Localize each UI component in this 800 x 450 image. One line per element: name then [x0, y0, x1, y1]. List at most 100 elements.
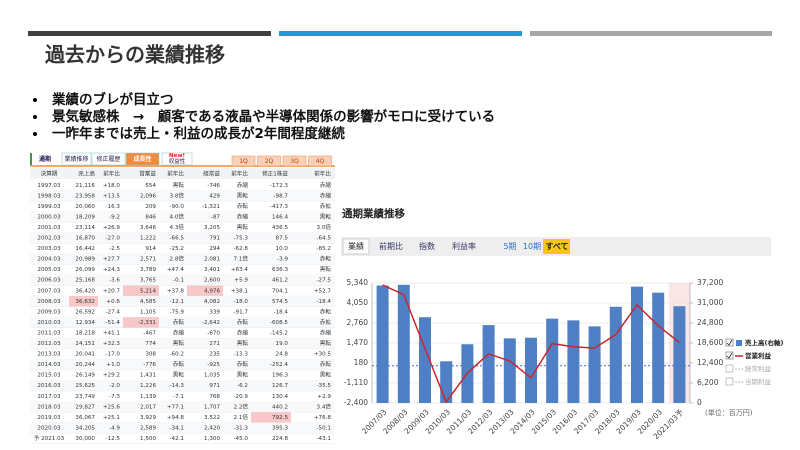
table-cell: 23,114 — [75, 225, 95, 231]
table-cell: -6.2 — [237, 383, 248, 389]
table-cell: -145.2 — [270, 330, 288, 336]
table-cell: 26,099 — [75, 267, 95, 273]
period-cell: 2004.03 — [37, 257, 61, 263]
table-cell: 146.4 — [272, 214, 288, 220]
bar — [525, 337, 537, 403]
table-cell: 23,749 — [75, 394, 95, 400]
legend-check — [726, 352, 733, 359]
table-cell: 21,116 — [75, 183, 95, 189]
table-cell: -75.9 — [170, 309, 185, 315]
table-cell: -34.1 — [170, 425, 185, 431]
tab-label: 通期 — [39, 155, 51, 163]
table-cell: 461.2 — [272, 278, 288, 284]
column-header: 経常益 — [203, 170, 220, 178]
table-cell: 25,625 — [75, 383, 95, 389]
table-cell: 赤縮 — [173, 328, 185, 336]
table-cell: 赤転 — [320, 360, 332, 368]
bullet-dot — [33, 98, 37, 102]
table-cell: 1,105 — [140, 309, 156, 315]
column-header: 前年比 — [314, 170, 331, 178]
table-cell: 1,431 — [140, 373, 156, 379]
legend-check — [726, 339, 733, 346]
bar — [567, 320, 580, 403]
table-cell: 436.5 — [272, 225, 288, 231]
column-header: 決算期 — [41, 170, 58, 178]
table-cell: 黒転 — [173, 182, 185, 189]
bar — [376, 285, 389, 403]
line — [382, 284, 680, 404]
slide-title: 過去からの業績推移 — [45, 43, 225, 67]
table-cell: -417.3 — [270, 204, 288, 210]
table-cell: 768 — [209, 394, 220, 400]
chart-tab — [446, 239, 482, 254]
table-cell: 黒転 — [173, 372, 185, 379]
table-cell: -51.4 — [106, 320, 121, 326]
table-cell: 2,017 — [140, 404, 156, 410]
table-cell: +76.8 — [314, 415, 332, 421]
table-cell: 294 — [209, 246, 220, 252]
chart-title: 通期業績推移 — [342, 207, 405, 220]
chart-tab-label: 前期比 — [379, 241, 403, 251]
bar — [673, 306, 686, 403]
table-cell: +94.8 — [167, 415, 185, 421]
table-cell: 2.8倍 — [170, 255, 185, 263]
table-cell: -27.4 — [106, 309, 121, 315]
quarter-tab-label: 2Q — [265, 158, 274, 165]
table-cell: 黒転 — [237, 192, 249, 199]
table-cell: -50.1 — [317, 425, 332, 431]
table-cell: -7.3 — [109, 394, 120, 400]
table-cell: 4.3倍 — [170, 223, 185, 231]
chart-tab-label: 利益率 — [452, 241, 476, 251]
unit-label: (単位：百万円) — [705, 408, 753, 417]
row-bg — [30, 401, 335, 413]
table-cell: 20,060 — [75, 204, 95, 210]
table-cell: +25.6 — [103, 404, 121, 410]
period-cell: 2014.03 — [37, 362, 61, 368]
y-tick-label: 4,050 — [347, 298, 369, 307]
table-cell: 赤縮 — [320, 181, 332, 189]
table-cell: 20,244 — [75, 362, 95, 368]
chart-tab — [342, 238, 370, 255]
table-cell: 2,600 — [204, 278, 220, 284]
quarter-tab-label: 4Q — [316, 158, 325, 165]
table-cell: 5,214 — [140, 288, 156, 294]
y2-tick-label: 6,200 — [697, 378, 719, 387]
table-cell: 209 — [145, 204, 156, 210]
tab-badge: New! — [169, 153, 185, 159]
period-tab: 10期 — [523, 242, 541, 251]
table-cell: 36,067 — [75, 415, 95, 421]
table-cell: 20,989 — [75, 257, 95, 263]
table-cell: -20.9 — [234, 394, 249, 400]
table-cell: +5.9 — [234, 278, 248, 284]
table-cell: -18.4 — [274, 309, 289, 315]
table-cell: -75.3 — [234, 236, 249, 242]
table-cell: -64.5 — [317, 236, 332, 242]
table-cell: 3,205 — [204, 225, 220, 231]
table-cell: 4,585 — [140, 299, 156, 305]
table-cell: +24.3 — [103, 267, 121, 273]
y2-tick-label: 18,600 — [697, 338, 723, 347]
table-cell: 4,976 — [204, 288, 220, 294]
bullet-text: 一昨年までは売上・利益の成長が2年間程度継続 — [52, 125, 345, 142]
y2-tick-label: 24,800 — [697, 318, 723, 327]
table-cell: 2,096 — [140, 193, 156, 199]
period-cell: 2010.03 — [37, 320, 61, 326]
table-cell: 1,035 — [204, 373, 220, 379]
table-cell: +0.6 — [106, 299, 120, 305]
period-tab: 5期 — [503, 242, 516, 251]
chart-tab-label: 業績 — [348, 241, 364, 251]
table-cell: 914 — [145, 246, 156, 252]
table-cell: -31.3 — [234, 425, 249, 431]
tab — [91, 152, 126, 166]
cell-highlight — [123, 317, 159, 328]
table-cell: 3,929 — [140, 415, 156, 421]
table-cell: -12.5 — [106, 436, 121, 442]
column-header: 前年比 — [167, 170, 184, 178]
table-cell: -925 — [207, 362, 220, 368]
table-cell: +77.1 — [167, 404, 185, 410]
table-cell: -90.0 — [170, 204, 185, 210]
table-cell: -1,321 — [202, 204, 220, 210]
table-cell: 4.0倍 — [170, 212, 185, 220]
